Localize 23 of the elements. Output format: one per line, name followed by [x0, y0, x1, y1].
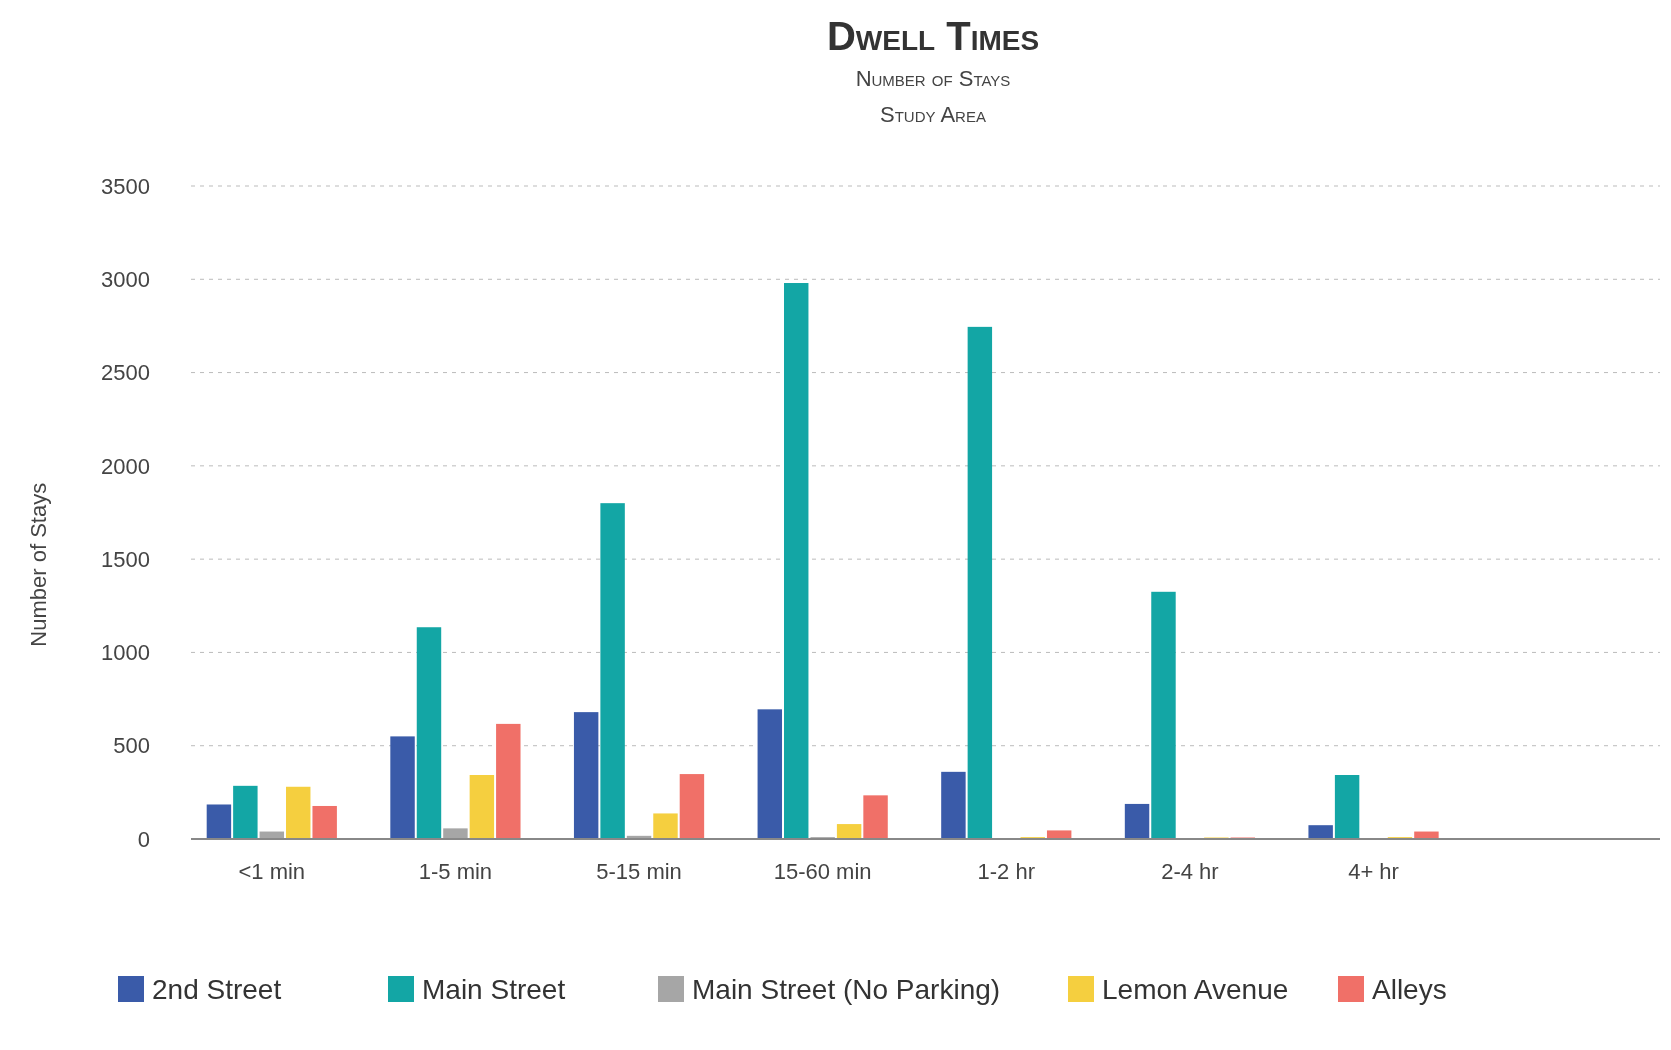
y-tick-label: 3500 [101, 173, 150, 199]
x-tick-label: 2-4 hr [1161, 859, 1219, 884]
chart-subtitle: Number of Stays Study Area [855, 66, 1011, 127]
legend-label: Main Street (No Parking) [692, 974, 1001, 1005]
x-tick-label: 5-15 min [596, 859, 682, 884]
x-tick-label: 1-2 hr [977, 859, 1036, 884]
legend-label: 2nd Street [152, 974, 282, 1005]
y-tick-label: 2000 [101, 453, 150, 479]
y-tick-label: 3000 [101, 266, 150, 292]
legend-label: Alleys [1372, 974, 1447, 1005]
legend-label: Main Street [422, 974, 566, 1005]
y-tick-label: 1500 [101, 546, 150, 572]
chart-title: Dwell Times [826, 14, 1040, 58]
y-tick-label: 1000 [101, 640, 150, 666]
y-tick-label: 2500 [101, 360, 150, 386]
y-tick-label: 500 [113, 733, 150, 759]
legend-label: Lemon Avenue [1102, 974, 1289, 1005]
x-tick-label: 4+ hr [1348, 859, 1399, 884]
x-tick-label: <1 min [238, 859, 306, 884]
y-axis-title: Number of Stays [26, 482, 51, 647]
x-tick-label: 15-60 min [773, 859, 872, 884]
y-tick-label: 0 [137, 826, 150, 852]
x-tick-label: 1-5 min [418, 859, 493, 884]
